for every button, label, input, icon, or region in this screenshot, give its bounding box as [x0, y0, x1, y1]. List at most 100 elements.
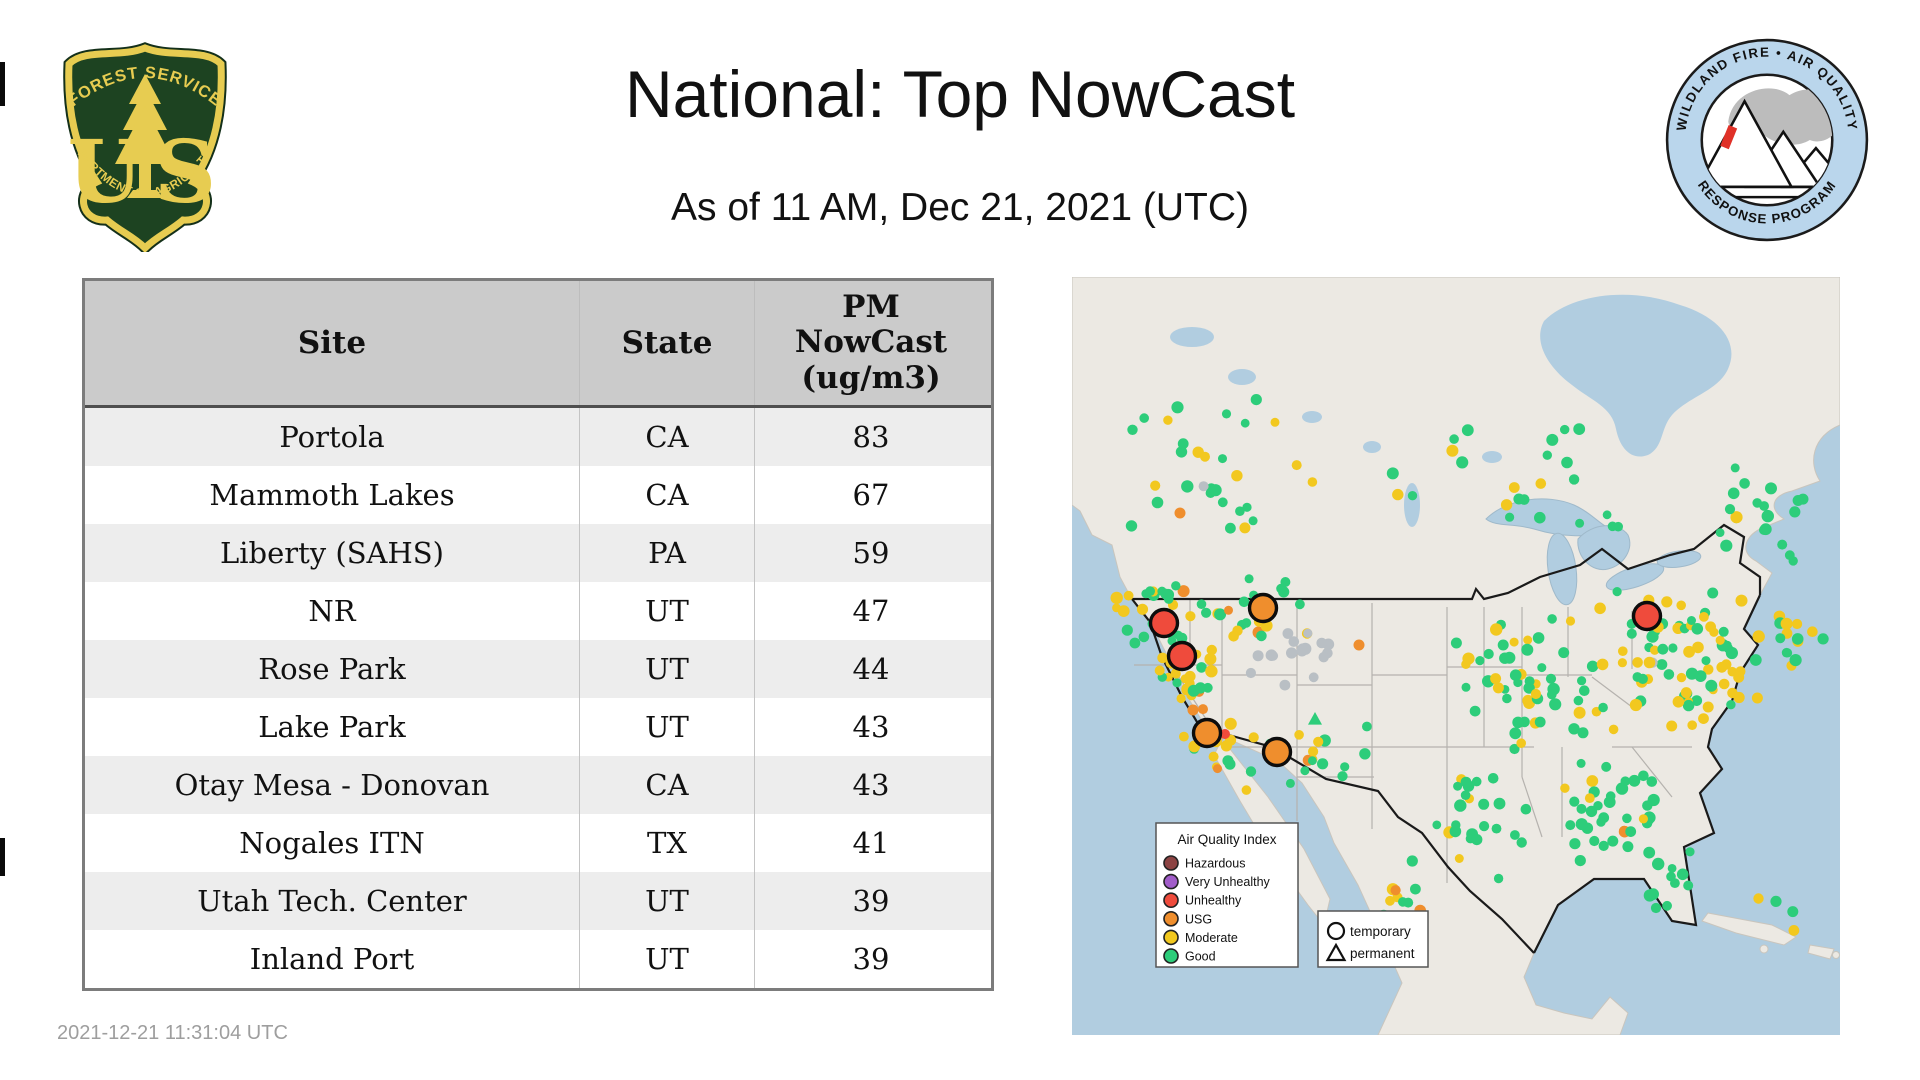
monitor-dot	[1775, 633, 1786, 644]
monitor-dot	[1691, 623, 1704, 635]
monitor-dot	[1596, 817, 1606, 827]
monitor-dot	[1670, 878, 1680, 888]
monitor-dot	[1520, 803, 1532, 815]
monitor-dot	[1291, 460, 1302, 471]
monitor-dot	[1784, 550, 1795, 561]
monitor-dot	[1240, 418, 1250, 428]
monitor-dot	[1749, 654, 1762, 666]
table-row: Rose Park UT 44	[85, 640, 991, 698]
monitor-dot	[1612, 587, 1622, 597]
monitor-dot	[1163, 415, 1173, 425]
usfs-shield-graphic: FOREST SERVICE U S DEPARTMENT OF AGRICUL…	[50, 29, 227, 256]
monitor-dot	[1739, 478, 1750, 489]
cell-state: UT	[579, 930, 754, 988]
monitor-dot	[1668, 643, 1678, 653]
monitor-dot	[1705, 679, 1718, 692]
monitor-dot	[1112, 603, 1121, 613]
monitor-dot	[1493, 797, 1506, 810]
monitor-dot	[1646, 776, 1658, 787]
column-header-pm-nowcast: PM NowCast (ug/m3)	[754, 281, 987, 405]
pine-tree-icon	[115, 74, 175, 198]
monitor-dot	[1509, 637, 1519, 647]
monitor-dot	[1242, 502, 1252, 512]
monitor-dot	[1248, 732, 1259, 743]
monitor-dot	[1605, 791, 1616, 801]
us-aqi-map-graphic: Air Quality Index Hazardous Very Unhealthy…	[1071, 276, 1841, 1036]
monitor-dot	[1656, 659, 1668, 670]
monitor-dot	[1643, 656, 1656, 669]
monitor-dot	[1228, 631, 1239, 642]
edge-artifact	[0, 838, 5, 876]
table-row: Utah Tech. Center UT 39	[85, 872, 991, 930]
permanent-monitor-triangle	[1308, 712, 1322, 725]
monitor-dot	[1516, 837, 1527, 848]
usfs-letter-s: S	[154, 122, 216, 223]
monitor-dot	[1308, 672, 1319, 683]
monitor-dot	[1692, 641, 1704, 654]
monitor-dot	[1390, 885, 1401, 896]
column-header-site: Site	[297, 325, 367, 361]
monitor-dot	[1509, 743, 1520, 755]
monitor-dot	[1770, 895, 1782, 908]
monitor-dot	[1701, 656, 1711, 666]
generation-timestamp: 2021-12-21 11:31:04 UTC	[57, 1022, 288, 1044]
monitor-dot	[1715, 635, 1725, 645]
monitor-dot	[1225, 522, 1236, 534]
aqi-legend-swatch-good	[1163, 948, 1179, 964]
monitor-dot	[1280, 577, 1291, 587]
monitor-dot	[1638, 814, 1648, 824]
monitor-dot	[1493, 873, 1504, 884]
monitor-dot	[1807, 626, 1818, 637]
cell-state: TX	[579, 814, 754, 872]
monitor-dot	[1316, 637, 1327, 649]
monitor-dot	[1589, 835, 1600, 847]
cell-site: Liberty (SAHS)	[220, 536, 444, 570]
monitor-dot	[1569, 838, 1581, 850]
monitor-dot	[1535, 478, 1547, 489]
monitor-dot	[1490, 623, 1503, 636]
monitor-dot	[1139, 413, 1149, 423]
monitor-dot	[1666, 720, 1678, 732]
aqi-legend-label: Hazardous	[1185, 857, 1245, 871]
monitor-dot	[1449, 434, 1459, 444]
hudson-bay	[1170, 294, 1732, 527]
monitor-dot	[1151, 496, 1164, 509]
monitor-dot	[1245, 766, 1257, 777]
monitor-dot	[1469, 705, 1481, 717]
monitor-dot	[1702, 701, 1714, 713]
monitor-dot	[1490, 673, 1502, 685]
monitor-dot	[1198, 481, 1209, 492]
top-site-marker	[1247, 592, 1279, 624]
monitor-dot	[1171, 669, 1181, 679]
monitor-dot	[1510, 830, 1520, 840]
monitor-dot	[1198, 704, 1208, 715]
monitor-dot	[1718, 626, 1729, 637]
monitor-dot	[1479, 821, 1490, 832]
monitor-dot	[1596, 658, 1609, 671]
monitor-dot	[1622, 813, 1632, 824]
monitor-dot	[1626, 628, 1637, 639]
monitor-dot	[1176, 632, 1188, 644]
monitor-dot	[1241, 785, 1252, 795]
monitor-dot	[1579, 685, 1590, 696]
monitor-dot	[1682, 699, 1695, 712]
monitor-dot	[1478, 798, 1490, 810]
monitor-dot	[1733, 691, 1745, 704]
monitor-dot	[1650, 902, 1662, 914]
monitor-dot	[1573, 423, 1586, 435]
monitor-dot	[1235, 506, 1245, 516]
monitor-dot	[1542, 450, 1552, 460]
monitor-dot	[1446, 444, 1459, 457]
monitor-dot	[1475, 656, 1485, 666]
monitor-dot	[1279, 679, 1291, 691]
monitor-dot	[1177, 585, 1190, 598]
monitor-dot	[1586, 775, 1599, 787]
aqi-legend-label: Moderate	[1185, 931, 1238, 945]
monitor-dot	[1707, 587, 1719, 599]
monitor-dot	[1534, 716, 1546, 728]
great-lakes	[1485, 498, 1702, 606]
monitor-dot	[1456, 456, 1469, 469]
monitor-dot	[1248, 516, 1258, 526]
permanent-monitor-icon	[1325, 942, 1347, 962]
monitor-dot	[1547, 614, 1557, 624]
